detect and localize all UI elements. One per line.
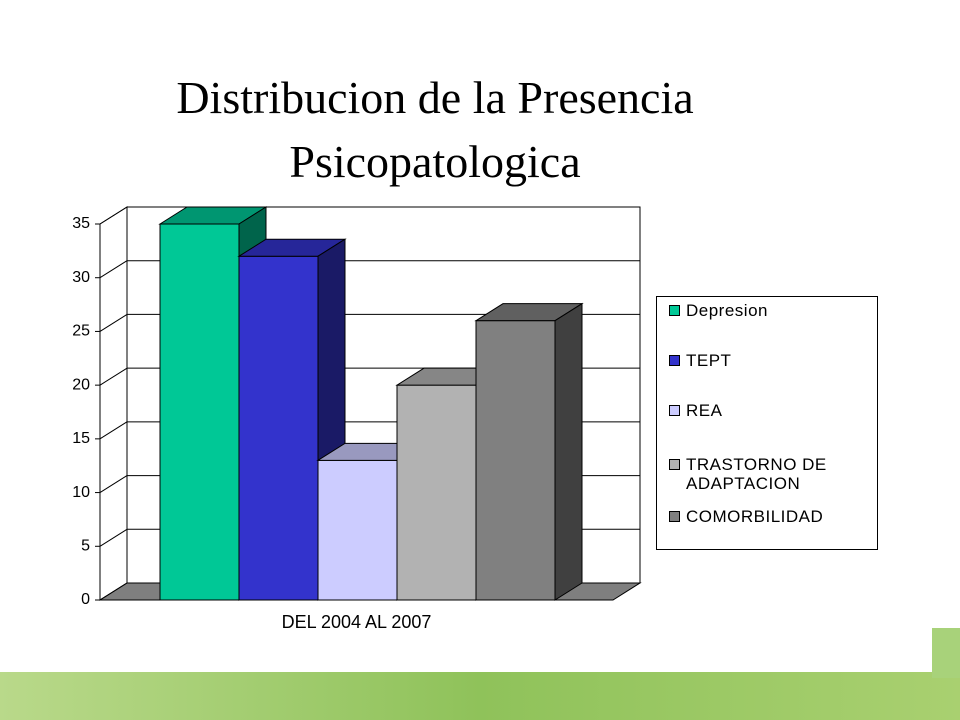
legend: Depresion TEPT REA TRASTORNO DE ADAPTACION C…	[656, 296, 878, 550]
bar	[159, 223, 240, 601]
legend-label: TEPT	[686, 351, 732, 370]
grid-line	[99, 260, 128, 279]
y-tick-label: 0	[81, 591, 90, 608]
chart-title: Distribucion de la Presencia Psicopatolo…	[176, 72, 694, 187]
legend-item: Depresion	[669, 301, 874, 320]
y-tick-label: 15	[72, 430, 90, 447]
grid-line	[99, 421, 128, 440]
grid-line	[99, 475, 128, 493]
bar	[238, 255, 319, 601]
legend-item: COMORBILIDAD	[669, 507, 874, 526]
grass-decoration	[0, 672, 960, 720]
legend-swatch	[669, 459, 680, 470]
legend-label: COMORBILIDAD	[686, 507, 824, 526]
bar	[396, 384, 477, 601]
grid-line	[99, 528, 128, 547]
legend-swatch	[669, 511, 680, 522]
legend-swatch	[669, 405, 680, 416]
y-tick-label: 5	[81, 538, 90, 555]
legend-swatch	[669, 355, 680, 366]
y-tick-label: 10	[72, 484, 90, 501]
side-wall	[99, 206, 128, 601]
grass-decoration	[932, 628, 960, 678]
y-tick-label: 30	[72, 269, 90, 286]
legend-item: TRASTORNO DE ADAPTACION	[669, 455, 874, 493]
grid-line	[99, 367, 128, 386]
legend-label: TRASTORNO DE ADAPTACION	[686, 455, 827, 493]
bar-side	[554, 302, 583, 601]
x-tick-label: DEL 2004 AL 2007	[282, 612, 432, 632]
legend-label: Depresion	[686, 301, 768, 320]
bar	[317, 459, 398, 601]
legend-swatch	[669, 305, 680, 316]
bar	[475, 320, 556, 601]
grid-line	[99, 582, 128, 601]
legend-label: REA	[686, 401, 723, 420]
y-tick-label: 25	[72, 323, 90, 340]
y-tick-label: 35	[72, 215, 90, 232]
grid-line	[99, 314, 128, 332]
legend-item: TEPT	[669, 351, 874, 370]
legend-item: REA	[669, 401, 874, 420]
y-tick-label: 20	[72, 376, 90, 393]
grid-line	[99, 206, 128, 225]
